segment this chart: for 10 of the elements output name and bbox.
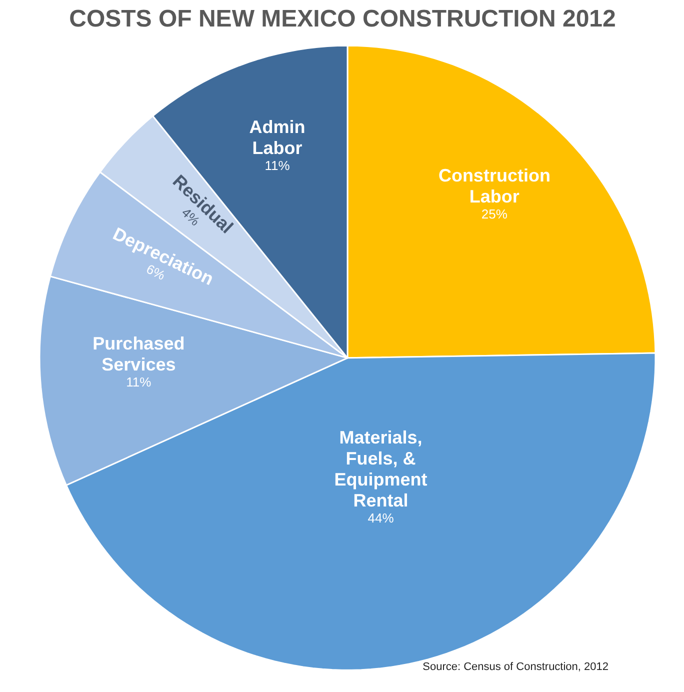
slice-label: Construction Labor xyxy=(438,166,550,207)
chart-title: COSTS OF NEW MEXICO CONSTRUCTION 2012 xyxy=(69,6,616,32)
data-label: 11% xyxy=(264,158,290,173)
data-label: 11% xyxy=(126,374,152,390)
slice-label: Materials, Fuels, & Equipment Rental xyxy=(334,427,428,510)
data-label: 25% xyxy=(481,206,508,222)
data-label: 44% xyxy=(368,510,394,526)
source-note: Source: Census of Construction, 2012 xyxy=(422,661,609,674)
slice-label: Admin Labor xyxy=(249,116,306,158)
slice-label: Purchased Services xyxy=(92,333,185,374)
